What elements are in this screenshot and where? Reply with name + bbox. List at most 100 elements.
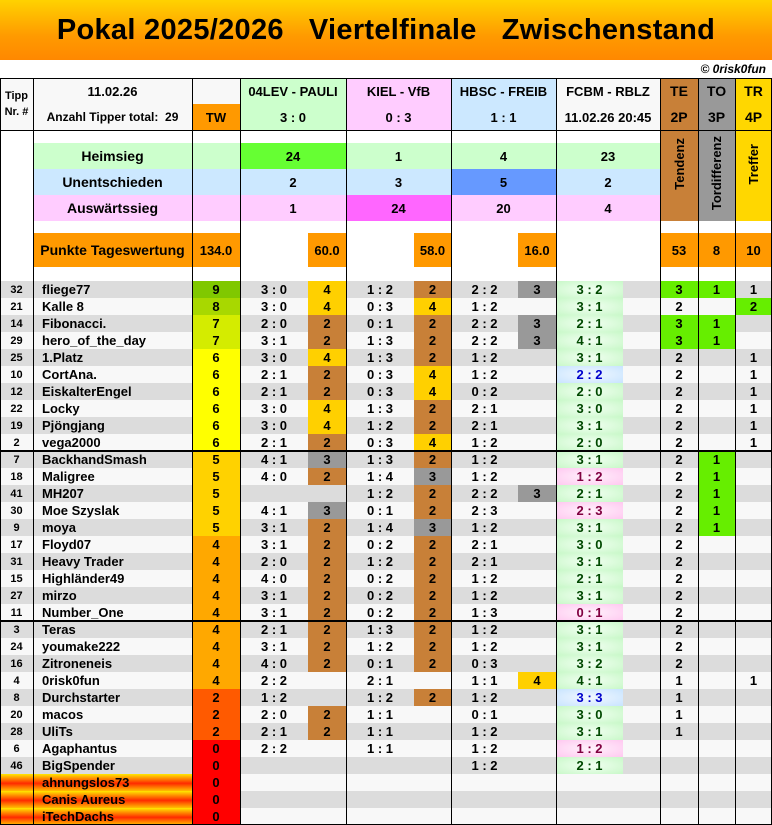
punkte-tw: 134.0 bbox=[192, 233, 240, 267]
tip-g4: 3 : 1 bbox=[556, 349, 623, 366]
tr-label: TR bbox=[744, 83, 763, 99]
tipp-nr: 20 bbox=[10, 708, 23, 721]
tipp-nr: 14 bbox=[10, 317, 23, 330]
tw-points: 4 bbox=[192, 604, 240, 621]
table-row: 20 macos 2 2 : 0 2 1 : 1 0 : 1 3 : 0 1 bbox=[0, 706, 772, 723]
table-row: 19 Pjöngjang 6 3 : 0 4 1 : 2 2 2 : 1 3 : 1 2 1 bbox=[0, 417, 772, 434]
points-g2 bbox=[414, 791, 451, 808]
points-g1: 2 bbox=[308, 570, 346, 587]
tipp-nr: 18 bbox=[10, 470, 23, 483]
to-points bbox=[698, 536, 735, 553]
to-points bbox=[698, 434, 735, 451]
tr-points: 1 bbox=[749, 401, 758, 416]
copyright: © 0risk0fun bbox=[700, 62, 766, 76]
tip-g2: 1 : 3 bbox=[366, 622, 393, 637]
points-g1: 2 bbox=[308, 332, 346, 349]
tw-points: 0 bbox=[192, 808, 240, 825]
table-row: Canis Aureus 0 bbox=[0, 791, 772, 808]
game-score-2: 0 : 3 bbox=[346, 104, 451, 130]
te-points: 3 bbox=[660, 332, 698, 349]
tip-g1: 2 : 2 bbox=[260, 741, 287, 756]
game-score-3: 1 : 1 bbox=[451, 104, 556, 130]
tip-g1: 3 : 1 bbox=[260, 588, 287, 603]
tw-points: 2 bbox=[192, 706, 240, 723]
tip-g4: 3 : 1 bbox=[556, 451, 623, 468]
points-g2: 4 bbox=[414, 383, 451, 400]
points-g2: 4 bbox=[414, 434, 451, 451]
points-g3 bbox=[518, 400, 556, 417]
tw-points: 4 bbox=[192, 621, 240, 638]
tip-g3: 1 : 2 bbox=[471, 639, 498, 654]
tw-points: 5 bbox=[192, 502, 240, 519]
stats-value-auswaertssieg: 20 bbox=[496, 200, 511, 216]
tipper-name: Maligree bbox=[42, 469, 95, 484]
tip-g1: 4 : 1 bbox=[260, 503, 287, 518]
table-row: 31 Heavy Trader 4 2 : 0 2 1 : 2 2 2 : 1 3 : 1 2 bbox=[0, 553, 772, 570]
tipper-name: ahnungslos73 bbox=[33, 774, 192, 791]
to-points bbox=[698, 570, 735, 587]
tw-points: 0 bbox=[192, 791, 240, 808]
points-g1: 2 bbox=[308, 519, 346, 536]
te-points: 1 bbox=[675, 673, 683, 688]
te-points: 2 bbox=[675, 469, 683, 484]
to-points bbox=[698, 400, 735, 417]
points-g2: 2 bbox=[414, 417, 451, 434]
points-g3 bbox=[518, 774, 556, 791]
stats-value-heimsieg: 4 bbox=[499, 148, 508, 164]
tipper-total: Anzahl Tipper total: 29 bbox=[33, 104, 192, 130]
points-g2 bbox=[414, 723, 451, 740]
te-points: 2 bbox=[675, 350, 683, 365]
tip-g2: 0 : 1 bbox=[366, 316, 393, 331]
table-row: 25 1.Platz 6 3 : 0 4 1 : 3 2 1 : 2 3 : 1 2 1 bbox=[0, 349, 772, 366]
tipper-name: fliege77 bbox=[42, 282, 91, 297]
tip-g4: 2 : 1 bbox=[556, 485, 623, 502]
tw-points: 6 bbox=[192, 417, 240, 434]
tip-g2: 1 : 1 bbox=[366, 707, 393, 722]
tip-g3: 1 : 2 bbox=[471, 690, 498, 705]
points-g3: 3 bbox=[518, 485, 556, 502]
tipper-name: BigSpender bbox=[42, 758, 115, 773]
tip-g3: 1 : 3 bbox=[471, 605, 498, 620]
row-divider bbox=[0, 450, 772, 452]
te-points: 2 bbox=[675, 401, 683, 416]
tipper-name: Durchstarter bbox=[42, 690, 121, 705]
points-g1: 2 bbox=[308, 553, 346, 570]
te-points: 2 bbox=[675, 571, 683, 586]
te-points: 1 bbox=[675, 724, 683, 739]
te-points: 2 bbox=[675, 367, 683, 382]
punkte-to: 8 bbox=[698, 233, 735, 267]
tipp-nr: 29 bbox=[10, 334, 23, 347]
game-header-3: HBSC - FREIB bbox=[451, 78, 556, 104]
te-points: 2 bbox=[675, 384, 683, 399]
table-row: 3 Teras 4 2 : 1 2 1 : 3 2 1 : 2 3 : 1 2 bbox=[0, 621, 772, 638]
tipp-label: Tipp bbox=[4, 90, 28, 102]
tip-g2: 1 : 2 bbox=[366, 282, 393, 297]
tip-g1: 2 : 0 bbox=[260, 554, 287, 569]
te-points: 2 bbox=[675, 554, 683, 569]
row-divider bbox=[0, 130, 772, 131]
points-g1: 3 bbox=[308, 451, 346, 468]
to-points bbox=[698, 757, 735, 774]
points-g2: 2 bbox=[414, 570, 451, 587]
te-points: 2 bbox=[675, 452, 683, 467]
tr-points bbox=[735, 553, 772, 570]
tip-g4: 3 : 0 bbox=[556, 536, 623, 553]
tip-g2 bbox=[346, 808, 414, 825]
to-points bbox=[698, 723, 735, 740]
table-row: 46 BigSpender 0 1 : 2 2 : 1 bbox=[0, 757, 772, 774]
tip-g3: 1 : 2 bbox=[471, 622, 498, 637]
tip-g2: 1 : 1 bbox=[366, 741, 393, 756]
tip-g1: 1 : 2 bbox=[260, 690, 287, 705]
tipp-nr: 41 bbox=[10, 487, 23, 500]
points-g1: 2 bbox=[308, 587, 346, 604]
tip-g2: 1 : 3 bbox=[366, 350, 393, 365]
to-points bbox=[698, 349, 735, 366]
tip-g4: 0 : 1 bbox=[556, 604, 623, 621]
tip-g3: 1 : 2 bbox=[471, 758, 498, 773]
stats-label-unentschieden: Unentschieden bbox=[62, 174, 163, 190]
tr-points bbox=[735, 570, 772, 587]
points-g2 bbox=[414, 757, 451, 774]
points-g1 bbox=[308, 757, 346, 774]
